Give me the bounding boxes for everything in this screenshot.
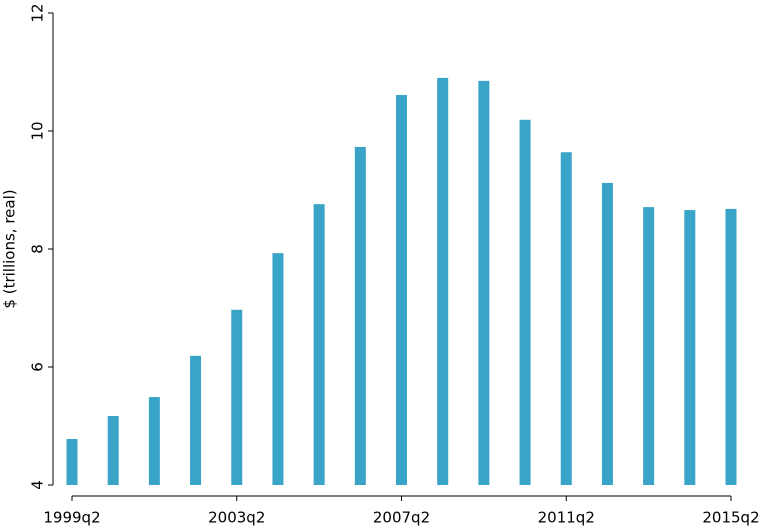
y-tick-label: 6 [29,362,47,372]
x-tick-label: 1999q2 [43,509,100,527]
y-axis-label: $ (trillions, real) [1,189,19,308]
y-tick-label: 10 [29,121,47,140]
y-tick-label: 8 [29,244,47,254]
y-tick-label: 4 [29,480,47,490]
bar [190,355,202,485]
bar [684,210,696,485]
bar [601,182,613,486]
bar [148,397,160,485]
x-tick-label: 2007q2 [373,509,430,527]
bar [313,204,325,485]
bar [478,80,490,485]
bar [107,415,119,485]
bar [437,77,449,486]
bar [519,119,531,485]
bar [354,146,366,485]
bar [643,207,655,486]
bar [66,438,78,485]
x-tick-label: 2011q2 [538,509,595,527]
y-tick-label: 12 [29,3,47,22]
bar [231,309,243,485]
x-tick-label: 2003q2 [208,509,265,527]
bar [396,95,407,485]
bar [272,253,284,485]
bar [725,208,737,485]
bar [560,152,572,486]
x-tick-label: 2015q2 [702,509,759,527]
